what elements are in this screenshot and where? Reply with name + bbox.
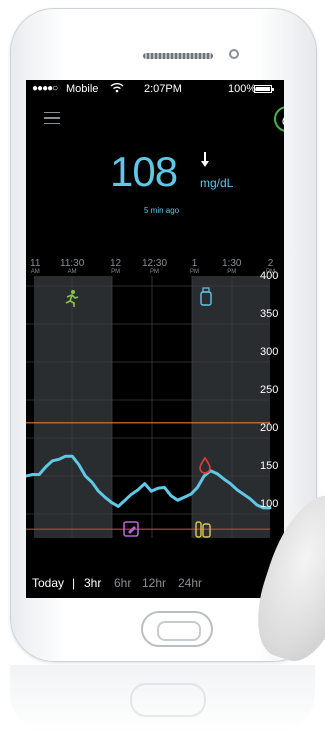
phone-reflection	[10, 665, 315, 733]
y-axis-label: 400	[260, 270, 278, 282]
time-label: 12 PM	[110, 258, 121, 275]
phone-speaker	[143, 53, 213, 59]
shaded-band	[192, 276, 270, 538]
time-label: 11:30 AM	[60, 258, 84, 275]
tab-12hr[interactable]: 12hr	[142, 576, 166, 590]
glucose-value: 108	[110, 148, 177, 196]
time-label: 1 PM	[190, 258, 199, 275]
tab-3hr[interactable]: 3hr	[84, 576, 101, 590]
reading-age: 5 min ago	[144, 206, 179, 215]
wifi-icon	[110, 81, 124, 96]
carrier-label: Mobile	[66, 83, 98, 95]
phone-camera	[229, 49, 239, 59]
y-axis-label: 350	[260, 308, 278, 320]
time-label: 11 AM	[30, 258, 40, 275]
y-axis-label: 200	[260, 422, 278, 434]
reflection-home-button	[130, 683, 206, 717]
app-screen: ●●●●○ Mobile 2:07PM 100% 108 mg/dL 5 min…	[26, 80, 284, 598]
y-axis-label: 300	[260, 346, 278, 358]
y-axis-label: 150	[260, 460, 278, 472]
battery-icon	[254, 85, 272, 93]
time-label: 12:30 PM	[142, 258, 167, 275]
battery-percent: 100%	[228, 83, 256, 95]
y-axis-label: 250	[260, 384, 278, 396]
range-separator: |	[72, 576, 75, 590]
status-time: 2:07PM	[144, 83, 182, 95]
status-bar: ●●●●○ Mobile 2:07PM 100%	[26, 80, 284, 98]
tab-24hr[interactable]: 24hr	[178, 576, 202, 590]
glucose-chart	[26, 276, 284, 538]
menu-icon[interactable]	[44, 112, 60, 124]
time-label: 1:30 PM	[222, 258, 241, 275]
glucose-unit: mg/dL	[200, 176, 233, 190]
home-button[interactable]	[141, 611, 213, 647]
blood-drop-button[interactable]	[274, 106, 284, 132]
tab-6hr[interactable]: 6hr	[114, 576, 131, 590]
y-axis-label: 100	[260, 498, 278, 510]
trend-down-arrow-icon	[200, 152, 210, 168]
tab-today[interactable]: Today	[32, 576, 64, 590]
signal-icon: ●●●●○	[32, 83, 57, 94]
range-selector: Today | 3hr 6hr 12hr 24hr	[26, 568, 284, 598]
shaded-band	[34, 276, 112, 538]
